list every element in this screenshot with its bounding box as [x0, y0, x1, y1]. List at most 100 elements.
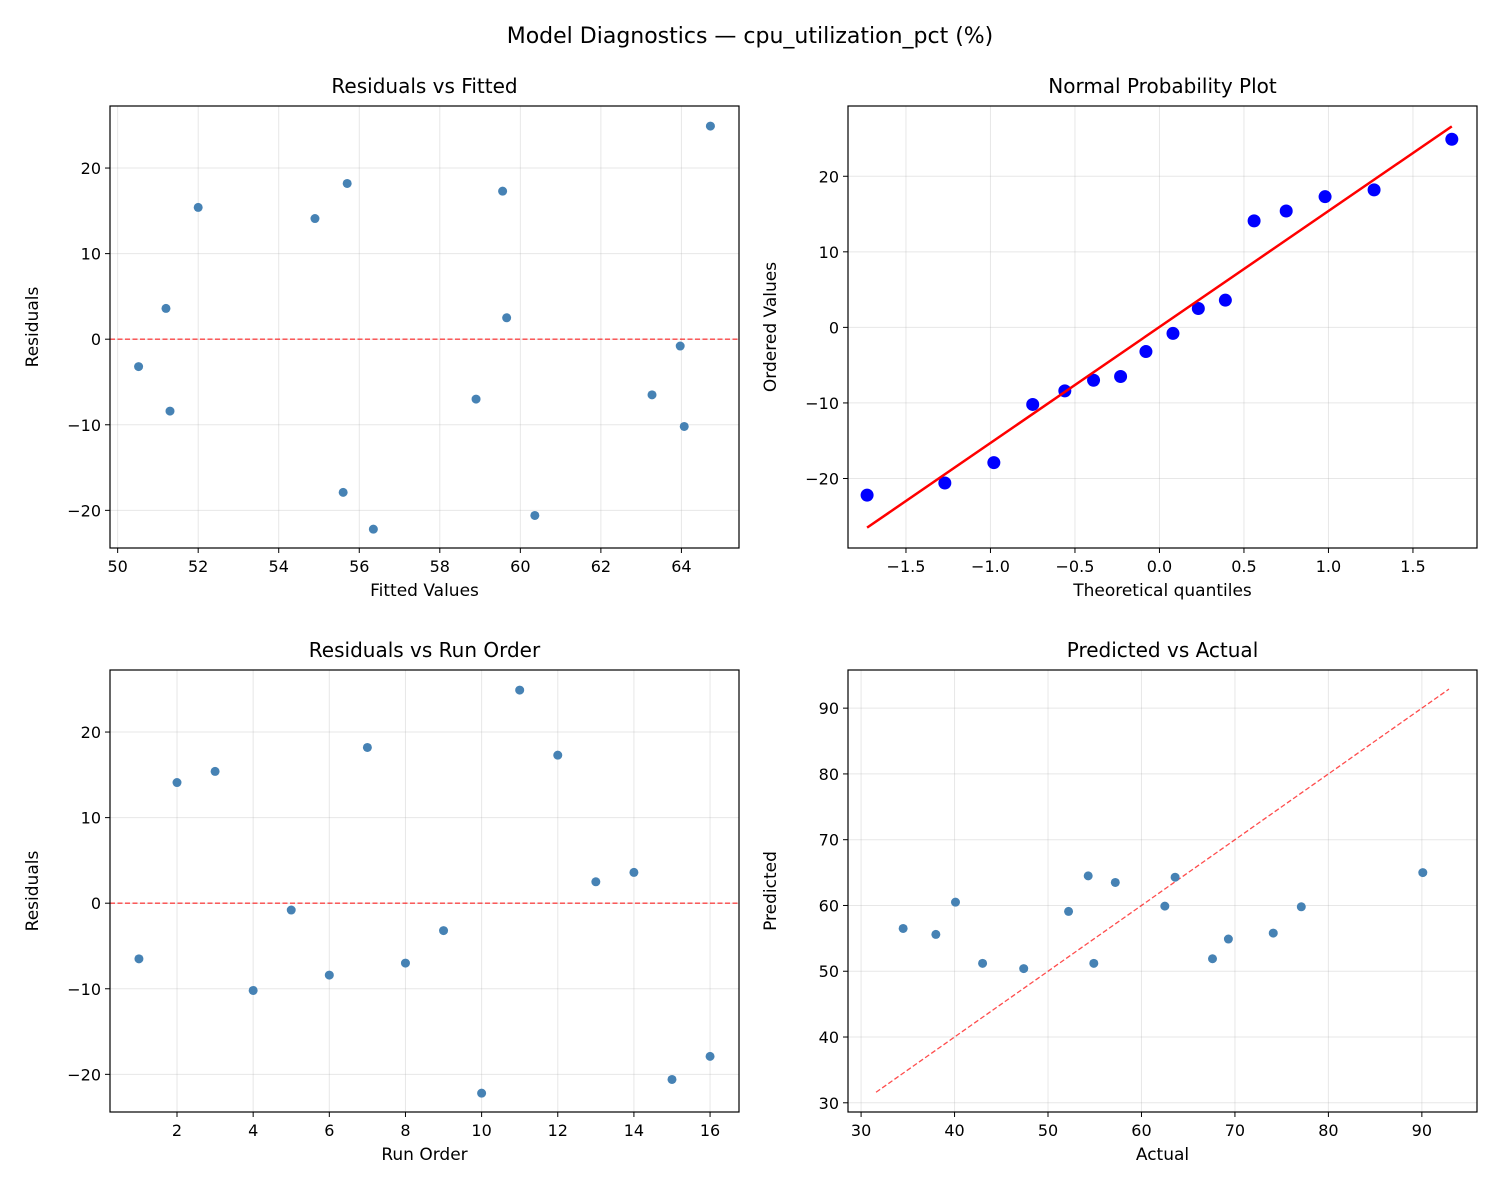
data-point: [400, 958, 410, 968]
subplot-title: Residuals vs Run Order: [309, 638, 541, 662]
y-tick-label: 10: [81, 809, 101, 828]
y-tick-label: 20: [819, 167, 839, 186]
data-point: [342, 178, 352, 188]
data-point: [310, 214, 320, 224]
data-point: [439, 926, 449, 936]
data-point: [931, 929, 941, 939]
data-point: [1170, 872, 1180, 882]
data-point: [165, 406, 175, 416]
data-point: [1223, 934, 1233, 944]
y-tick-label: 60: [819, 896, 839, 915]
data-point: [1268, 928, 1278, 938]
data-point: [938, 476, 952, 490]
y-tick-label: 0: [91, 330, 101, 349]
y-axis-label: Residuals: [23, 851, 43, 932]
data-point: [1166, 326, 1180, 340]
x-tick-label: 6: [324, 1121, 334, 1140]
y-tick-label: 20: [81, 159, 101, 178]
data-point: [134, 954, 144, 964]
x-axis-label: Theoretical quantiles: [1072, 581, 1252, 601]
x-tick-label: 40: [944, 1121, 964, 1140]
x-tick-label: −1.0: [971, 557, 1010, 576]
x-axis-label: Run Order: [381, 1145, 467, 1165]
y-axis-label: Residuals: [23, 287, 43, 368]
y-tick-label: 80: [819, 765, 839, 784]
fit-line: [866, 125, 1453, 529]
data-point: [368, 524, 378, 534]
data-point: [1279, 204, 1293, 218]
y-tick-label: 10: [819, 243, 839, 262]
data-point: [1218, 293, 1232, 307]
data-point: [498, 186, 508, 196]
data-point: [591, 877, 601, 887]
data-point: [675, 341, 685, 351]
subplot-1: 50 52 54 56 58 60 62 64 −20 −10 0 10 20 Residuals vs …: [23, 74, 740, 601]
x-tick-label: −0.5: [1056, 557, 1095, 576]
x-tick-label: 50: [1038, 1121, 1058, 1140]
subplot-title: Predicted vs Actual: [1067, 638, 1259, 662]
data-point: [286, 905, 296, 915]
data-point: [705, 121, 715, 131]
data-point: [134, 362, 144, 372]
data-point: [1445, 132, 1459, 146]
data-point: [1026, 397, 1040, 411]
data-point: [193, 202, 203, 212]
y-tick-label: 10: [81, 245, 101, 264]
y-axis-label: Ordered Values: [761, 262, 781, 392]
data-point: [477, 1088, 487, 1098]
figure-title: Model Diagnostics — cpu_utilization_pct …: [507, 24, 994, 49]
subplot-3: 2 4 6 8 10 12 14 16 −20 −10 0 10 20 Residuals vs Run …: [23, 638, 740, 1165]
data-point: [530, 510, 540, 520]
y-tick-label: −10: [67, 980, 101, 999]
data-point: [679, 421, 689, 431]
data-point: [647, 390, 657, 400]
data-point: [860, 488, 874, 502]
data-point: [553, 750, 563, 760]
data-point: [161, 303, 171, 313]
data-point: [1367, 183, 1381, 197]
x-tick-label: 62: [591, 557, 611, 576]
x-tick-label: 10: [471, 1121, 491, 1140]
x-tick-label: 90: [1412, 1121, 1432, 1140]
x-tick-label: 64: [671, 557, 691, 576]
subplot-title: Residuals vs Fitted: [331, 74, 517, 98]
data-point: [1247, 214, 1261, 228]
data-point: [987, 456, 1001, 470]
subplot-4: 30 40 50 60 70 80 90 30 40 50 60 70 80 90 Predicted vs…: [761, 638, 1478, 1165]
axes-frame: [847, 669, 1478, 1113]
x-tick-label: 1.0: [1316, 557, 1341, 576]
x-tick-label: 54: [269, 557, 289, 576]
x-tick-label: 1.5: [1400, 557, 1425, 576]
y-tick-label: 0: [91, 894, 101, 913]
x-tick-label: 56: [349, 557, 369, 576]
x-tick-label: 8: [400, 1121, 410, 1140]
x-tick-label: 0.5: [1231, 557, 1256, 576]
y-tick-label: 50: [819, 962, 839, 981]
data-point: [667, 1074, 677, 1084]
data-point: [898, 923, 908, 933]
x-tick-label: 70: [1225, 1121, 1245, 1140]
data-point: [471, 394, 481, 404]
y-tick-label: 30: [819, 1094, 839, 1113]
x-tick-label: 30: [851, 1121, 871, 1140]
x-tick-label: 16: [700, 1121, 720, 1140]
identity-line: [875, 688, 1450, 1093]
data-point: [502, 313, 512, 323]
y-tick-label: −10: [805, 394, 839, 413]
axes-frame: [109, 105, 740, 549]
data-point: [1318, 190, 1332, 204]
data-point: [705, 1051, 715, 1061]
data-point: [1110, 877, 1120, 887]
data-point: [1089, 958, 1099, 968]
x-tick-label: 2: [172, 1121, 182, 1140]
data-point: [978, 958, 988, 968]
data-point: [324, 970, 334, 980]
data-point: [1160, 901, 1170, 911]
x-tick-label: 60: [1131, 1121, 1151, 1140]
x-tick-label: 12: [548, 1121, 568, 1140]
data-point: [629, 867, 639, 877]
x-tick-label: −1.5: [887, 557, 926, 576]
data-point: [338, 487, 348, 497]
data-point: [1139, 345, 1153, 359]
x-tick-label: 60: [510, 557, 530, 576]
